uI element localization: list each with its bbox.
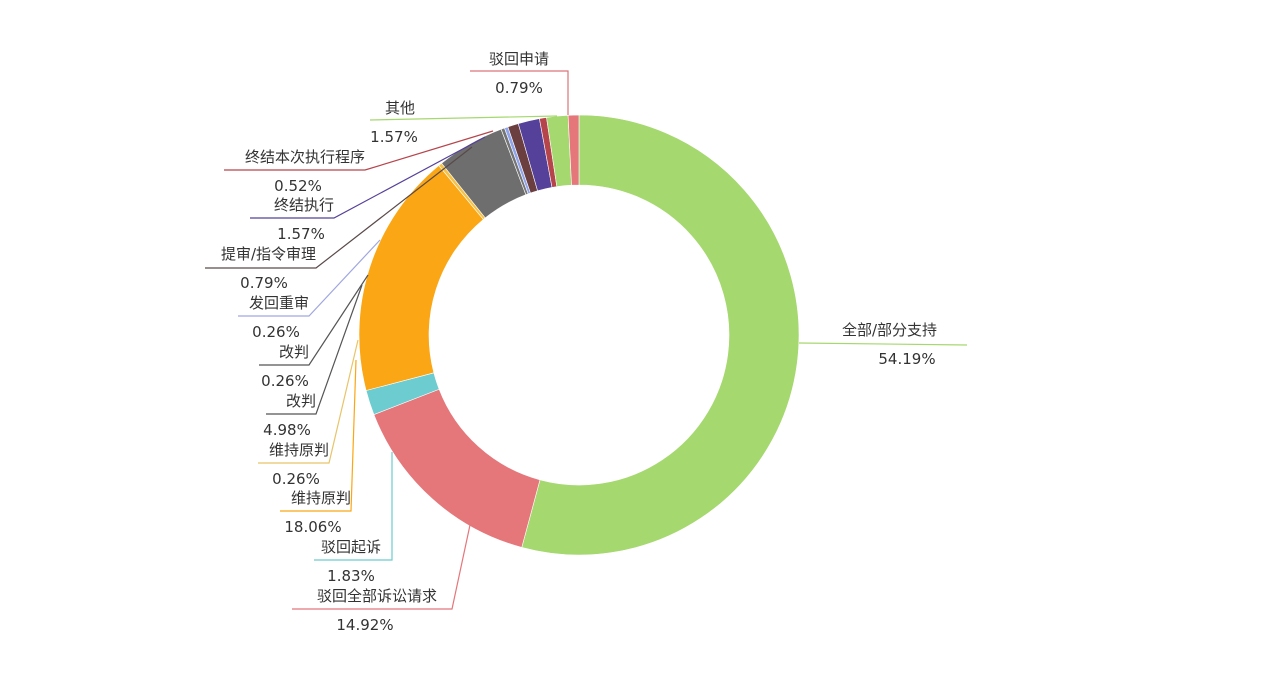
slice-label-name: 全部/部分支持 [842,321,937,339]
slice-label-name: 提审/指令审理 [221,245,316,263]
leader-line [205,146,473,269]
leader-line [250,136,486,219]
slice-label-percent: 1.57% [277,225,325,243]
leader-line [369,115,558,121]
leader-line [292,524,471,610]
slice-label-name: 驳回起诉 [321,538,381,556]
slice-label-name: 改判 [286,392,316,410]
leader-line [470,70,569,115]
slice-label-percent: 0.26% [272,470,320,488]
leader-line [280,359,357,512]
slice-label-name: 其他 [385,99,415,117]
slice-label-name: 驳回全部诉讼请求 [317,587,437,605]
donut-slice [521,114,800,556]
slice-label-percent: 0.79% [240,274,288,292]
leader-line [238,239,381,317]
slice-label-percent: 0.26% [261,372,309,390]
slice-label-name: 发回重审 [249,294,309,312]
leader-line [224,130,494,171]
slice-label-name: 维持原判 [269,441,329,459]
slice-label-percent: 0.26% [252,323,300,341]
donut-slice [567,114,580,186]
slice-label-name: 终结执行 [274,196,334,214]
donut-slices [358,114,800,556]
leader-line [258,339,359,464]
donut-slice [373,388,541,548]
donut-slice [358,165,484,391]
slice-label-percent: 0.52% [274,177,322,195]
slice-label-name: 维持原判 [291,489,351,507]
leader-line [259,274,369,366]
leader-line [798,342,968,346]
slice-label-percent: 0.79% [495,79,543,97]
slice-label-name: 终结本次执行程序 [245,148,365,166]
leader-line [266,284,363,415]
slice-label-percent: 14.92% [336,616,393,634]
slice-label-percent: 18.06% [284,518,341,536]
leader-line [314,452,393,561]
slice-label-name: 驳回申请 [489,50,549,68]
slice-label-percent: 4.98% [263,421,311,439]
slice-label-percent: 1.83% [327,567,375,585]
slice-label-name: 改判 [279,343,309,361]
slice-labels: 全部/部分支持 54.19% 驳回申请 0.79% 其他 1.57% 终结本次执行程序 0.5… [221,50,937,634]
slice-label-percent: 54.19% [878,350,935,368]
slice-label-percent: 1.57% [370,128,418,146]
leader-lines [205,70,968,610]
